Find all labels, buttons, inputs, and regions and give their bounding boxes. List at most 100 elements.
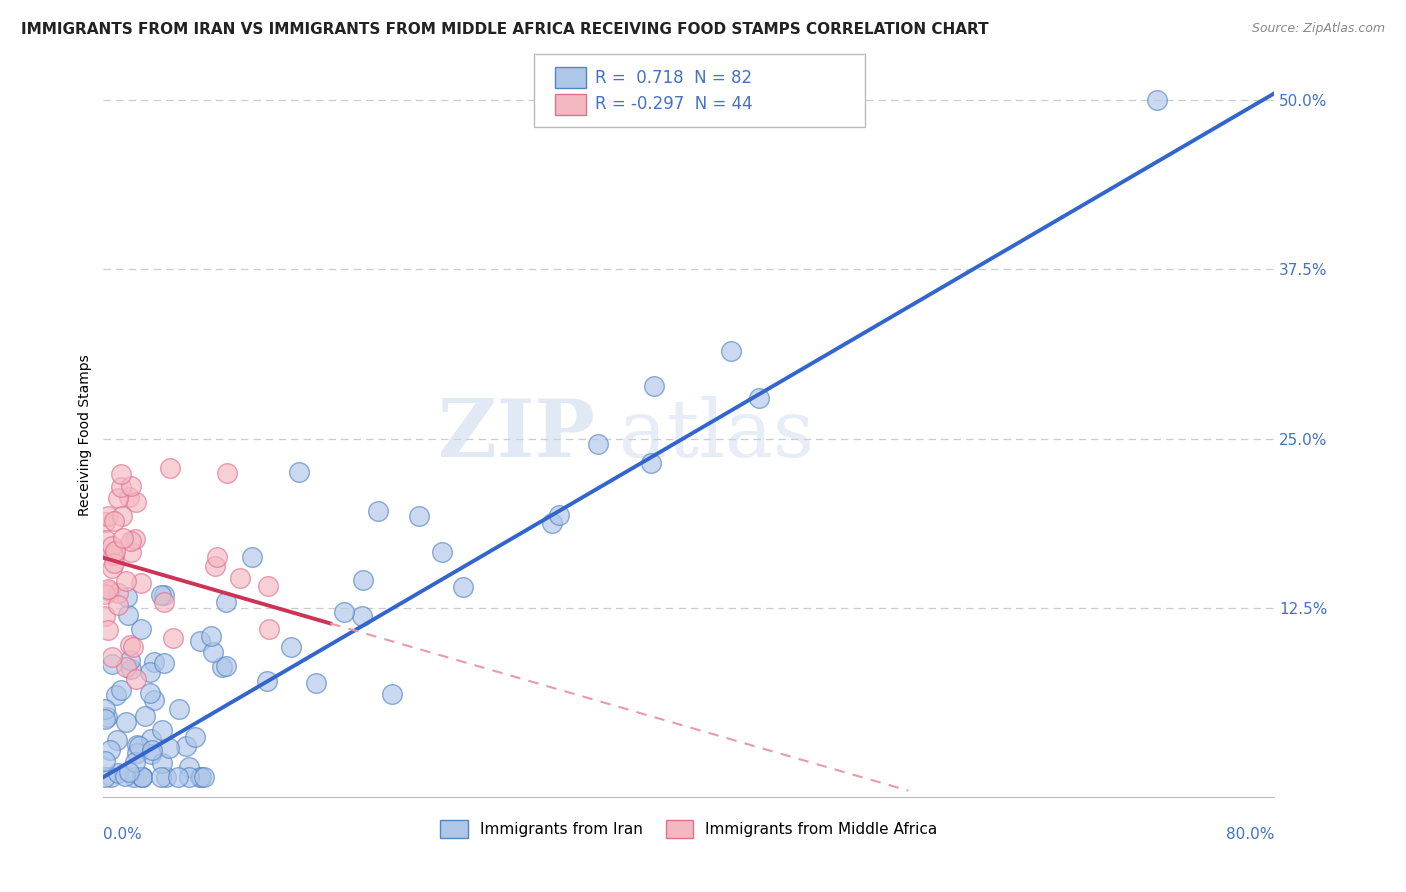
Point bbox=[256, 674, 278, 689]
Point bbox=[131, 770, 153, 784]
Point bbox=[115, 714, 138, 729]
Point bbox=[177, 770, 200, 784]
Point bbox=[94, 587, 117, 601]
Point bbox=[139, 665, 162, 680]
Point bbox=[118, 765, 141, 780]
Point bbox=[107, 586, 129, 600]
Point bbox=[188, 633, 211, 648]
Point bbox=[117, 607, 139, 622]
Point bbox=[96, 533, 118, 547]
Point bbox=[211, 660, 233, 674]
Point bbox=[107, 491, 129, 506]
Legend: Immigrants from Iran, Immigrants from Middle Africa: Immigrants from Iran, Immigrants from Mi… bbox=[434, 814, 943, 844]
Point bbox=[117, 490, 139, 504]
Point bbox=[586, 437, 609, 451]
Point bbox=[129, 622, 152, 636]
Point bbox=[150, 723, 173, 738]
Point bbox=[96, 710, 118, 724]
Point bbox=[94, 609, 117, 624]
Point bbox=[120, 545, 142, 559]
Point bbox=[131, 575, 153, 590]
Point bbox=[100, 657, 122, 672]
Point bbox=[257, 579, 280, 593]
Point bbox=[98, 743, 121, 757]
Point bbox=[111, 508, 134, 523]
Point bbox=[190, 770, 212, 784]
Point bbox=[118, 638, 141, 652]
Point bbox=[110, 683, 132, 698]
Point bbox=[451, 580, 474, 594]
Point bbox=[114, 769, 136, 783]
Point bbox=[94, 770, 117, 784]
Point bbox=[167, 701, 190, 715]
Point bbox=[138, 686, 160, 700]
Point bbox=[174, 739, 197, 754]
Point bbox=[115, 660, 138, 674]
Point bbox=[259, 622, 281, 636]
Point bbox=[155, 770, 177, 784]
Point bbox=[150, 770, 173, 784]
Point bbox=[430, 544, 453, 558]
Point bbox=[150, 756, 173, 771]
Point bbox=[200, 629, 222, 643]
Point bbox=[149, 588, 172, 602]
Point bbox=[110, 467, 132, 481]
Point bbox=[120, 533, 142, 548]
Point bbox=[94, 754, 117, 768]
Point bbox=[100, 650, 122, 665]
Point bbox=[124, 532, 146, 546]
Point bbox=[177, 760, 200, 774]
Text: 0.0%: 0.0% bbox=[104, 827, 142, 842]
Text: Source: ZipAtlas.com: Source: ZipAtlas.com bbox=[1251, 22, 1385, 36]
Point bbox=[125, 746, 148, 760]
Point bbox=[193, 770, 215, 784]
Point bbox=[142, 655, 165, 669]
Text: R =  0.718  N = 82: R = 0.718 N = 82 bbox=[595, 69, 752, 87]
Point bbox=[141, 731, 163, 746]
Point bbox=[103, 515, 125, 529]
Point bbox=[204, 559, 226, 574]
Point bbox=[640, 456, 662, 470]
Point bbox=[125, 495, 148, 509]
Text: R = -0.297  N = 44: R = -0.297 N = 44 bbox=[595, 95, 752, 113]
Point bbox=[128, 739, 150, 753]
Point bbox=[159, 461, 181, 475]
Point bbox=[240, 550, 263, 565]
Point bbox=[381, 687, 404, 701]
Point bbox=[97, 582, 120, 597]
Point bbox=[215, 658, 238, 673]
Point bbox=[280, 640, 302, 654]
Point bbox=[352, 573, 374, 587]
Point bbox=[103, 548, 125, 562]
Point bbox=[122, 770, 145, 784]
Point bbox=[157, 740, 180, 755]
Point bbox=[184, 731, 207, 745]
Point bbox=[162, 631, 184, 645]
Text: atlas: atlas bbox=[619, 396, 814, 475]
Point bbox=[134, 709, 156, 723]
Point bbox=[110, 480, 132, 494]
Point bbox=[97, 623, 120, 637]
Point bbox=[142, 693, 165, 707]
Y-axis label: Receiving Food Stamps: Receiving Food Stamps bbox=[79, 354, 93, 516]
Text: 80.0%: 80.0% bbox=[1226, 827, 1274, 842]
Point bbox=[332, 606, 354, 620]
Point bbox=[139, 747, 162, 761]
Point bbox=[288, 466, 311, 480]
Point bbox=[121, 640, 143, 654]
Point bbox=[350, 609, 373, 624]
Point bbox=[105, 688, 128, 702]
Point bbox=[124, 755, 146, 769]
Point bbox=[115, 590, 138, 604]
Point bbox=[643, 378, 665, 392]
Point bbox=[124, 672, 146, 686]
Point bbox=[105, 733, 128, 747]
Point bbox=[100, 539, 122, 553]
Point bbox=[111, 532, 134, 546]
Text: ZIP: ZIP bbox=[439, 396, 595, 475]
Point bbox=[100, 561, 122, 575]
Point bbox=[166, 770, 188, 784]
Point bbox=[103, 548, 125, 562]
Point bbox=[305, 676, 328, 690]
Point bbox=[120, 653, 142, 667]
